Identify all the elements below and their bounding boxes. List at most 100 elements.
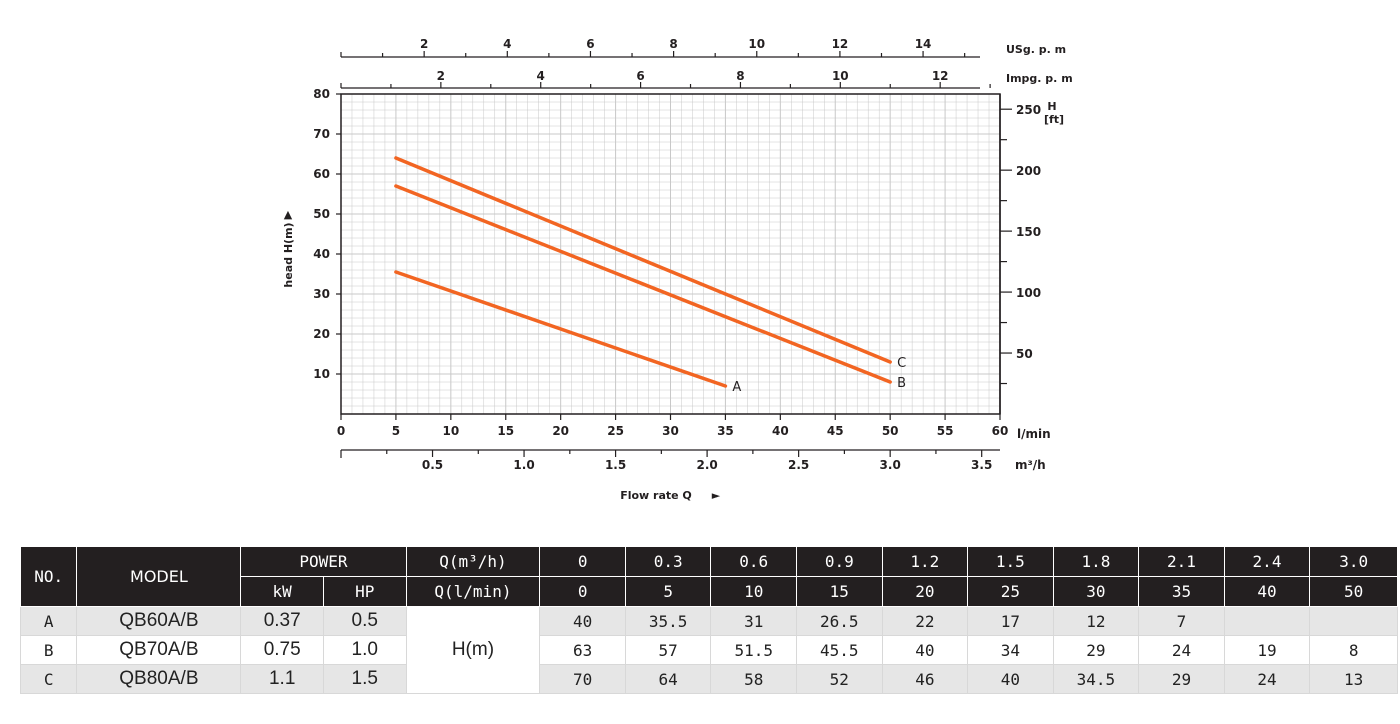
q-lmin-cell: 40 (1223, 576, 1311, 607)
q-lmin-cell: 25 (967, 576, 1054, 607)
row-h-value: 46 (881, 664, 969, 694)
x-tick-label: 10 (442, 424, 459, 438)
usgpm-unit: USg. p. m (1006, 43, 1066, 56)
x-tick-label: 15 (497, 424, 514, 438)
q-lmin-header: Q(l/min) (405, 576, 541, 607)
row-h-value: 63 (539, 635, 626, 665)
q-lmin-cell: 0 (539, 576, 626, 607)
table-row: C QB80A/B 1.1 1.5 70 64 58 52 46 40 34.5 29 24 13 (19, 664, 1398, 694)
q-m3h-cell: 0.3 (624, 546, 712, 577)
q-lmin-cell: 10 (710, 576, 797, 607)
m3h-tick-label: 3.0 (880, 458, 901, 472)
y-arrow: ▲ (284, 208, 293, 221)
q-lmin-cell: 50 (1309, 576, 1398, 607)
row-h-value: 52 (796, 664, 883, 694)
x-tick-label: 50 (882, 424, 899, 438)
q-lmin-cell: 5 (624, 576, 712, 607)
m3h-tick-label: 2.0 (696, 458, 717, 472)
curve-label-A: A (732, 380, 741, 395)
y-tick-label: 40 (313, 247, 330, 261)
q-m3h-cell: 2.1 (1138, 546, 1225, 577)
x-tick-label: 0 (337, 424, 345, 438)
q-m3h-cell: 0.9 (796, 546, 883, 577)
ft-tick-label: 200 (1016, 164, 1041, 178)
q-m3h-cell: 1.8 (1052, 546, 1140, 577)
row-h-value: 57 (624, 635, 712, 665)
row-hp: 0.5 (322, 606, 407, 636)
no-header: NO. (19, 546, 78, 607)
row-h-value: 64 (624, 664, 712, 694)
spec-table: NO. MODEL POWER Q(m³/h) 0 0.3 0.6 0.9 1.2 1.5 1.8 2… (19, 546, 1398, 694)
row-h-value: 17 (967, 606, 1054, 636)
ft-tick-label: 150 (1016, 225, 1041, 239)
curves-layer: A BC (394, 156, 906, 395)
impgpm-tick-label: 6 (636, 69, 644, 83)
row-h-value: 70 (539, 664, 626, 694)
x-axis-label: Flow rate Q (620, 489, 692, 502)
q-lmin-cell: 20 (881, 576, 969, 607)
usgpm-tick-label: 12 (832, 37, 849, 51)
row-h-value (1309, 606, 1398, 636)
m3h-unit: m³/h (1015, 458, 1046, 472)
row-h-value: 58 (710, 664, 797, 694)
x-tick-label: 45 (827, 424, 844, 438)
q-m3h-cell: 1.5 (967, 546, 1054, 577)
table-header-row: kW HP Q(l/min) 0 5 10 15 20 25 30 35 40 50 (21, 576, 1398, 607)
table-row: B QB70A/B 0.75 1.0 63 57 51.5 45.5 40 34 29 24 19 8 (19, 635, 1398, 665)
q-lmin-cell: 35 (1138, 576, 1225, 607)
y-tick-label: 80 (313, 87, 330, 101)
usgpm-tick-label: 8 (669, 37, 677, 51)
row-h-value: 12 (1052, 606, 1140, 636)
x-tick-label: 25 (607, 424, 624, 438)
impgpm-tick-label: 8 (736, 69, 744, 83)
row-h-value: 35.5 (624, 606, 712, 636)
x-tick-label: 40 (772, 424, 789, 438)
impgpm-tick-label: 12 (932, 69, 949, 83)
kw-header: kW (240, 576, 324, 607)
x-arrow: ► (712, 489, 721, 502)
h-label: H(m) (405, 606, 541, 694)
pump-performance-chart: A BC 0 5 10 15 20 25 30 35 40 45 50 55 60 l/min 10 20 30 4… (282, 37, 1073, 502)
row-h-value: 26.5 (796, 606, 883, 636)
ft-tick-label: 250 (1016, 103, 1041, 117)
row-h-value: 40 (967, 664, 1054, 694)
usgpm-tick-label: 10 (748, 37, 765, 51)
m3h-tick-label: 3.5 (971, 458, 992, 472)
q-m3h-cell: 2.4 (1223, 546, 1311, 577)
axes-layer: 0 5 10 15 20 25 30 35 40 45 50 55 60 l/min 10 20 30 40 50 6… (282, 37, 1073, 502)
row-model: QB70A/B (76, 635, 242, 665)
row-h-value: 22 (881, 606, 969, 636)
row-h-value: 40 (881, 635, 969, 665)
x-tick-label: 30 (662, 424, 679, 438)
m3h-tick-label: 0.5 (422, 458, 443, 472)
y-tick-label: 70 (313, 127, 330, 141)
q-lmin-cell: 30 (1052, 576, 1140, 607)
power-header: POWER (240, 546, 407, 577)
hp-header: HP (322, 576, 407, 607)
model-header: MODEL (76, 546, 242, 607)
row-h-value: 45.5 (796, 635, 883, 665)
ft-tick-label: 50 (1016, 347, 1033, 361)
y-tick-label: 20 (313, 327, 330, 341)
q-m3h-cell: 0 (539, 546, 626, 577)
impgpm-tick-label: 4 (537, 69, 545, 83)
q-m3h-header: Q(m³/h) (405, 546, 541, 577)
curve-label-B: B (897, 376, 906, 391)
row-no: C (19, 664, 78, 694)
y-tick-label: 50 (313, 207, 330, 221)
table-row: A QB60A/B 0.37 0.5 H(m) 40 35.5 31 26.5 22 17 12 7 (19, 606, 1398, 694)
usgpm-tick-label: 4 (503, 37, 511, 51)
curve-label-C: C (897, 356, 906, 371)
usgpm-tick-label: 14 (915, 37, 932, 51)
curve-B (394, 184, 892, 384)
row-h-value: 13 (1309, 664, 1398, 694)
x-tick-label: 5 (392, 424, 400, 438)
row-hp: 1.0 (322, 635, 407, 665)
usgpm-tick-label: 6 (586, 37, 594, 51)
row-h-value: 51.5 (710, 635, 797, 665)
row-h-value: 29 (1052, 635, 1140, 665)
row-h-value: 29 (1138, 664, 1225, 694)
impgpm-tick-label: 2 (437, 69, 445, 83)
y-tick-label: 10 (313, 367, 330, 381)
row-model: QB80A/B (76, 664, 242, 694)
